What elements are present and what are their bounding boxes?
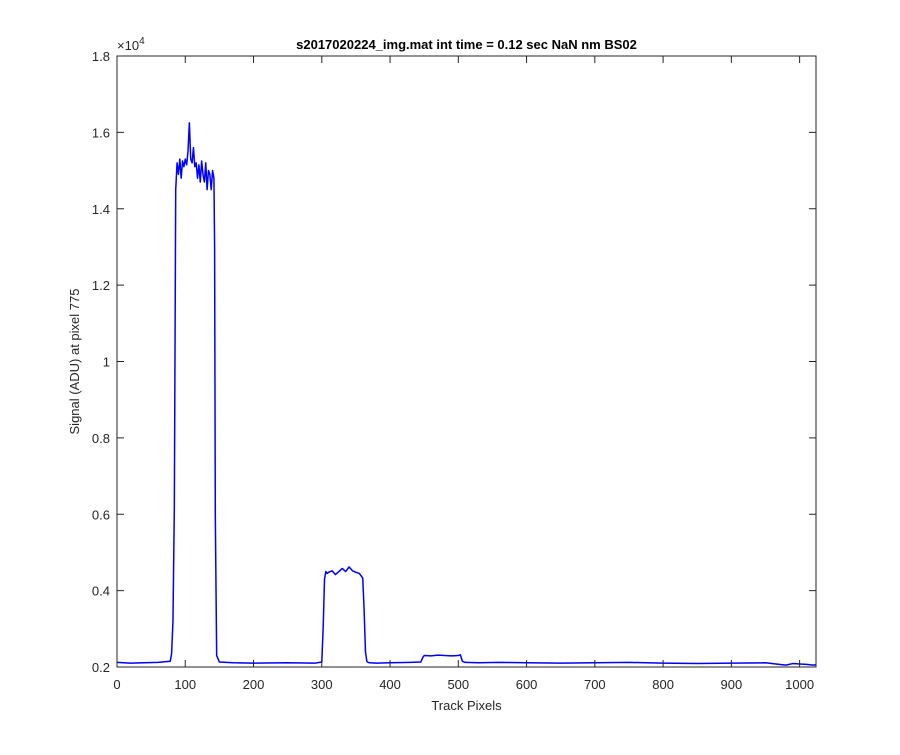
y-tick-label: 1.6 bbox=[92, 125, 110, 140]
y-tick-label: 0.8 bbox=[92, 431, 110, 446]
y-axis-exponent: ×104 bbox=[117, 36, 145, 53]
x-tick-label: 800 bbox=[652, 677, 674, 692]
x-tick-label: 200 bbox=[243, 677, 265, 692]
y-tick-label: 0.6 bbox=[92, 507, 110, 522]
chart-title: s2017020224_img.mat int time = 0.12 sec … bbox=[296, 37, 637, 52]
x-tick-label: 0 bbox=[113, 677, 120, 692]
x-axis-label: Track Pixels bbox=[431, 698, 502, 713]
x-tick-label: 100 bbox=[174, 677, 196, 692]
plot-layer bbox=[116, 122, 817, 666]
y-tick-label: 1.2 bbox=[92, 278, 110, 293]
x-tick-label: 500 bbox=[447, 677, 469, 692]
x-tick-label: 900 bbox=[721, 677, 743, 692]
series-line-0 bbox=[116, 122, 817, 666]
y-tick-label: 0.2 bbox=[92, 660, 110, 675]
axes-background bbox=[117, 56, 816, 667]
y-axis-exponent-base: ×10 bbox=[117, 38, 139, 53]
y-axis-exponent-power: 4 bbox=[139, 36, 145, 47]
x-tick-label: 600 bbox=[516, 677, 538, 692]
y-tick-label: 1.4 bbox=[92, 202, 110, 217]
x-tick-label: 400 bbox=[379, 677, 401, 692]
x-tick-label: 300 bbox=[311, 677, 333, 692]
y-tick-label: 0.4 bbox=[92, 584, 110, 599]
ticks-layer: 0 100 200 300 400 500 600 700 800 900 1000 0.2 0.4 0.… bbox=[92, 49, 816, 692]
x-tick-label: 1000 bbox=[785, 677, 814, 692]
y-axis-label: Signal (ADU) at pixel 775 bbox=[67, 289, 82, 435]
x-tick-label: 700 bbox=[584, 677, 606, 692]
y-tick-label: 1 bbox=[103, 355, 110, 370]
y-tick-label: 1.8 bbox=[92, 49, 110, 64]
